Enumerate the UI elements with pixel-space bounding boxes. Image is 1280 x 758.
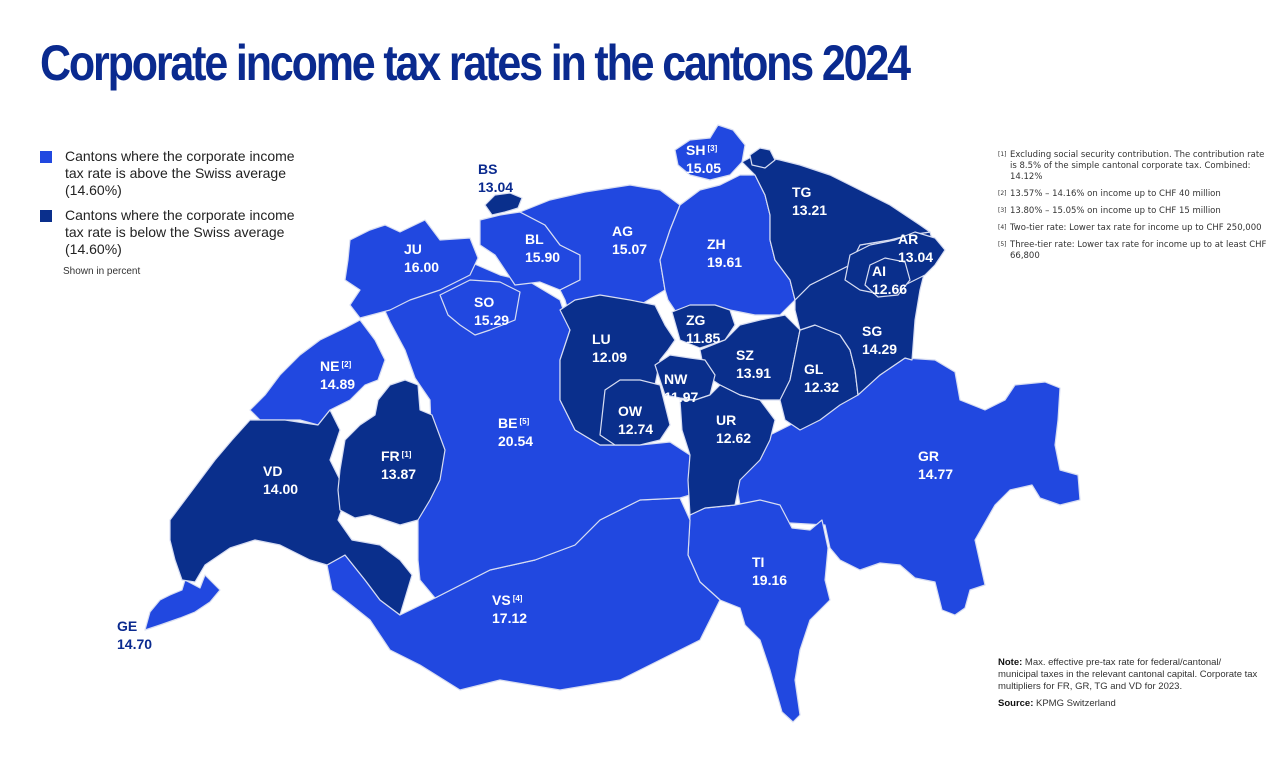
- canton-label-VS: VS [4] 17.12: [492, 592, 528, 626]
- canton-label-FR: FR [1] 13.87: [381, 448, 417, 482]
- canton-label-NE: NE [2] 14.89: [320, 358, 356, 392]
- canton-shape-JU[interactable]: [344, 219, 479, 319]
- canton-label-GL: GL 12.32: [804, 361, 840, 395]
- canton-shape-NW[interactable]: [654, 354, 716, 401]
- canton-label-BE: BE [5] 20.54: [498, 415, 534, 449]
- footnote-2: [2] 13.57% – 14.16% on income up to CHF 4…: [998, 189, 1221, 199]
- canton-label-AR: AR 13.04: [898, 231, 934, 265]
- canton-label-GE: GE 14.70: [117, 618, 153, 652]
- canton-shape-VD[interactable]: [169, 409, 413, 616]
- canton-shape-SH[interactable]: [674, 124, 746, 181]
- canton-shape-OW[interactable]: [599, 379, 671, 446]
- canton-label-OW: OW 12.74: [618, 403, 654, 437]
- canton-label-SO: SO 15.29: [474, 294, 510, 328]
- footnote-4: [4] Two-tier rate: Lower tax rate for inc…: [998, 223, 1262, 233]
- legend: Cantons where the corporate income tax r…: [40, 148, 310, 277]
- canton-shape-UR[interactable]: [679, 384, 776, 516]
- legend-label-above: Cantons where the corporate income tax r…: [65, 148, 295, 198]
- canton-shape-VS[interactable]: [326, 497, 721, 691]
- note-block: Note: Max. effective pre-tax rate for fe…: [998, 657, 1258, 710]
- canton-shape-ZG[interactable]: [671, 304, 736, 349]
- footnote-3: [3] 13.80% – 15.05% on income up to CHF 1…: [998, 206, 1221, 216]
- legend-item-below: Cantons where the corporate income tax r…: [40, 207, 310, 258]
- canton-label-SH: SH [3] 15.05: [686, 142, 722, 176]
- canton-shape-TI[interactable]: [687, 499, 831, 723]
- canton-label-SZ: SZ 13.91: [736, 347, 772, 381]
- footnote-5: [5] Three-tier rate: Lower tax rate for i…: [998, 240, 1267, 261]
- canton-shape-GR[interactable]: [734, 357, 1081, 616]
- canton-shape-SO[interactable]: [439, 279, 521, 336]
- canton-label-ZG: ZG 11.85: [686, 312, 721, 346]
- page-title: Corporate income tax rates in the canton…: [40, 35, 911, 91]
- canton-shape-GE[interactable]: [144, 574, 221, 631]
- canton-label-LU: LU 12.09: [592, 331, 628, 365]
- canton-shape-NE[interactable]: [249, 319, 386, 426]
- legend-item-above: Cantons where the corporate income tax r…: [40, 148, 310, 199]
- canton-label-AI: AI 12.66: [872, 263, 908, 297]
- canton-label-SG: SG 14.29: [862, 323, 898, 357]
- canton-shape-TG-exclave: [749, 147, 776, 169]
- canton-label-ZH: ZH 19.61: [707, 236, 743, 270]
- canton-label-BL: BL 15.90: [525, 231, 561, 265]
- canton-label-VD: VD 14.00: [263, 463, 299, 497]
- canton-label-TI: TI 19.16: [752, 554, 788, 588]
- footnote-1: [1] Excluding social security contributio…: [998, 150, 1265, 182]
- canton-label-JU: JU 16.00: [404, 241, 440, 275]
- legend-label-below: Cantons where the corporate income tax r…: [65, 207, 295, 257]
- canton-shape-FR[interactable]: [337, 379, 446, 526]
- canton-shape-TG[interactable]: [741, 154, 931, 301]
- canton-label-BS: BS 13.04: [478, 161, 514, 195]
- canton-label-UR: UR 12.62: [716, 412, 752, 446]
- canton-label-AG: AG 15.07: [612, 223, 648, 257]
- canton-label-NW: NW 11.97: [664, 371, 699, 405]
- source-text: Source: KPMG Switzerland: [998, 698, 1116, 709]
- canton-shape-AI[interactable]: [864, 257, 911, 298]
- legend-swatch-above: [40, 151, 52, 163]
- canton-shape-BS[interactable]: [484, 192, 523, 216]
- legend-swatch-below: [40, 210, 52, 222]
- unit-note: Shown in percent: [63, 266, 141, 277]
- canton-label-GR: GR 14.77: [918, 448, 954, 482]
- footnotes: [1] Excluding social security contributio…: [998, 150, 1273, 268]
- note-text: Note: Max. effective pre-tax rate for fe…: [998, 657, 1258, 692]
- canton-label-TG: TG 13.21: [792, 184, 828, 218]
